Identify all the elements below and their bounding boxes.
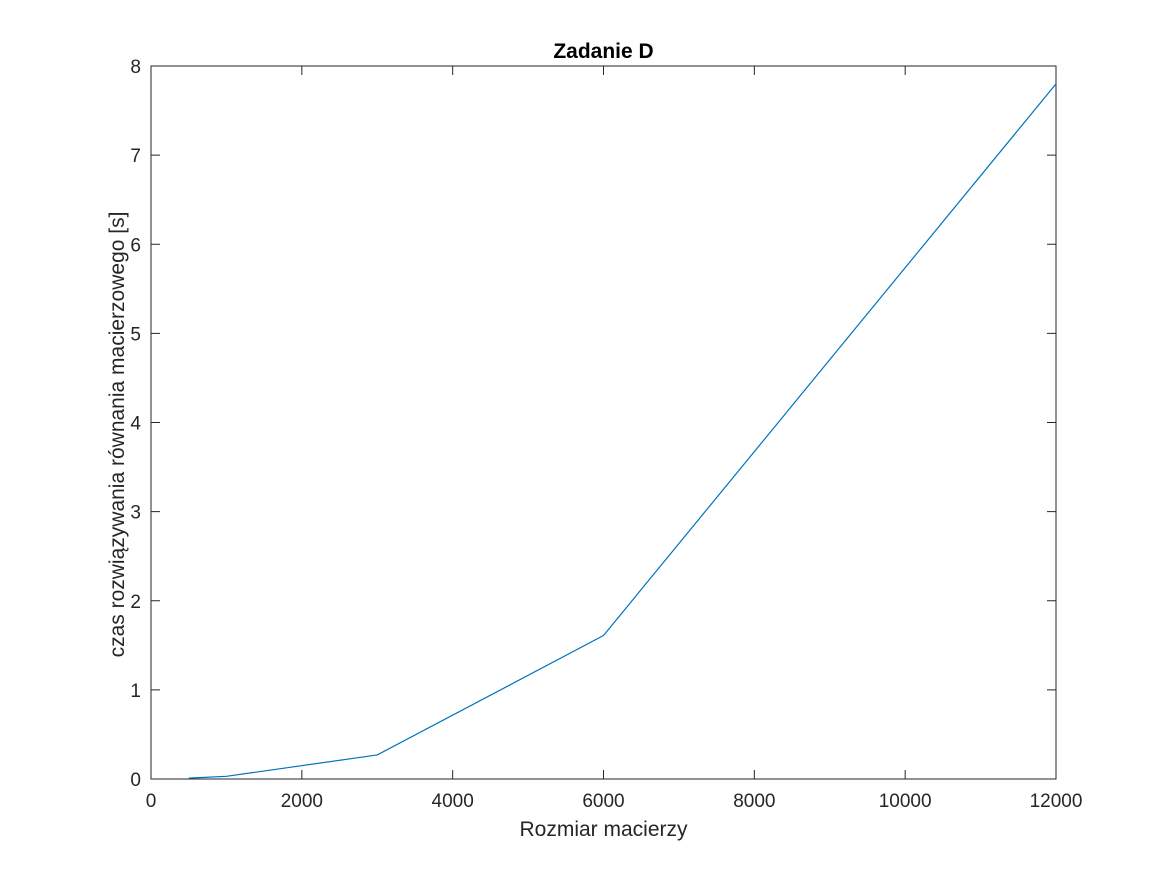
x-tick-label: 8000 xyxy=(733,791,775,812)
y-tick-label: 5 xyxy=(130,324,141,345)
x-axis-label: Rozmiar macierzy xyxy=(519,818,688,841)
data-point xyxy=(225,775,228,778)
y-tick-label: 8 xyxy=(130,57,141,78)
series-layer xyxy=(187,82,1058,780)
y-tick-label: 1 xyxy=(130,681,141,702)
series-line-0 xyxy=(188,83,1057,779)
axes-box xyxy=(150,65,1057,780)
plot-area: 0 2000 4000 6000 8000 10000 12000 0 1 2 3 4 5 6 7 8 xyxy=(130,57,1082,812)
data-point xyxy=(1055,82,1058,85)
y-tick-label: 4 xyxy=(130,414,141,435)
x-axis-ticks: 0 2000 4000 6000 8000 10000 12000 xyxy=(146,66,1083,812)
y-tick-label: 0 xyxy=(130,770,141,791)
x-tick-label: 2000 xyxy=(281,791,323,812)
y-tick-label: 3 xyxy=(130,503,141,524)
y-axis-label: czas rozwiązywania równania macierzowego… xyxy=(106,212,129,658)
x-tick-label: 6000 xyxy=(582,791,624,812)
x-tick-label: 10000 xyxy=(879,791,932,812)
y-tick-label: 7 xyxy=(130,146,141,167)
y-tick-label: 6 xyxy=(130,235,141,256)
x-tick-label: 4000 xyxy=(432,791,474,812)
data-point xyxy=(376,753,379,756)
x-tick-label: 0 xyxy=(146,791,157,812)
x-tick-label: 12000 xyxy=(1030,791,1083,812)
chart-title: Zadanie D xyxy=(553,40,653,63)
y-axis-ticks: 0 1 2 3 4 5 6 7 8 xyxy=(130,57,1056,791)
y-tick-label: 2 xyxy=(130,592,141,613)
data-point xyxy=(602,634,605,637)
data-point xyxy=(187,777,190,780)
